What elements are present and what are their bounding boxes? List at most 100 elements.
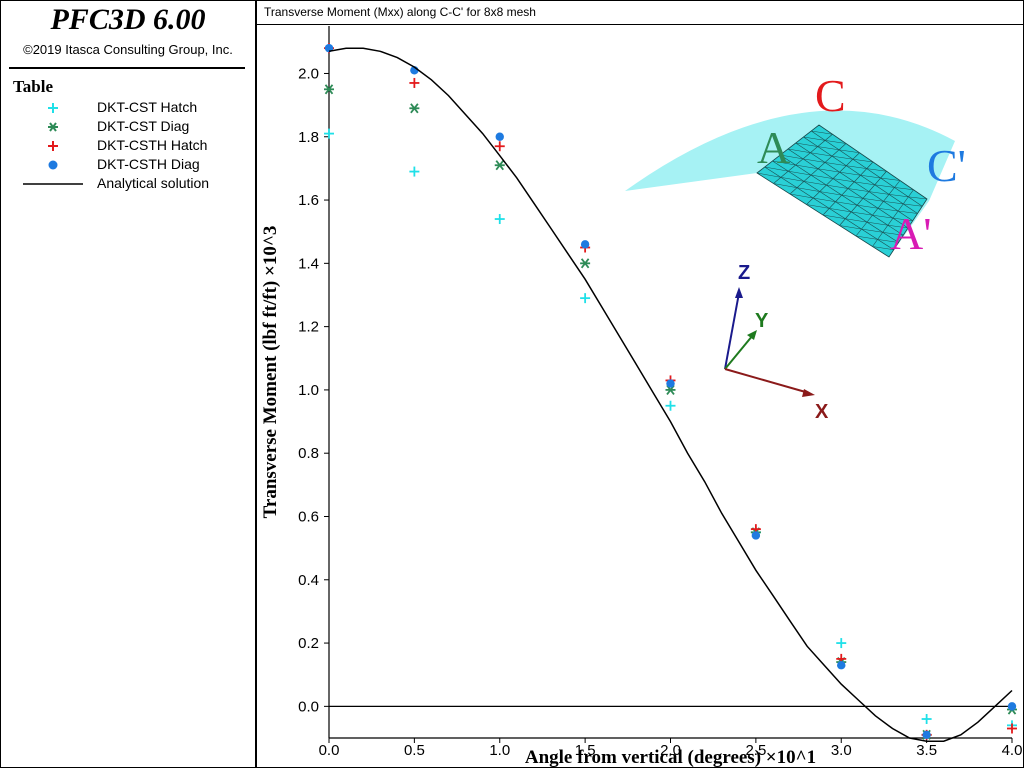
mesh-line	[806, 204, 830, 209]
mesh-line	[811, 130, 833, 135]
asterisk-marker-icon	[48, 122, 58, 132]
mesh-line	[847, 188, 869, 192]
triad-label-y: Y	[755, 310, 769, 332]
mesh-line	[839, 171, 861, 176]
mesh-line	[817, 168, 840, 173]
y-tick-label: 0.6	[298, 508, 319, 525]
y-tick-label: 1.2	[298, 319, 319, 336]
mesh-line	[829, 208, 852, 213]
legend-label: DKT-CSTH Diag	[97, 156, 200, 172]
asterisk-d2	[580, 258, 590, 269]
y-axis-title: Transverse Moment (lbf ft/ft) ×10^3	[260, 226, 281, 519]
mesh-line	[764, 166, 789, 172]
mesh-line	[872, 246, 894, 250]
data-point-plus	[836, 638, 847, 649]
data-point-plus	[494, 214, 505, 225]
inset-label-c: C	[815, 70, 846, 121]
legend-label: Analytical solution	[97, 175, 210, 191]
mesh-line	[855, 235, 878, 240]
line-marker-icon	[23, 183, 83, 185]
legend-label: DKT-CSTH Hatch	[97, 137, 208, 153]
data-point-plus	[494, 141, 505, 152]
data-point-asterisk	[409, 103, 420, 114]
mesh-line	[825, 140, 847, 144]
legend-item-dkt-cst-diag: DKT-CST Diag	[1, 117, 255, 136]
mesh-line	[803, 136, 826, 141]
legend-item-dkt-csth-diag: DKT-CSTH Diag	[1, 155, 255, 174]
mesh-line	[852, 158, 874, 163]
data-point-asterisk	[580, 258, 591, 269]
mesh-line	[845, 218, 868, 223]
mesh-line	[908, 196, 928, 200]
copyright-text: ©2019 Itasca Consulting Group, Inc.	[23, 42, 233, 57]
data-point-plus	[921, 714, 932, 725]
data-point-plus	[665, 400, 676, 411]
data-point-asterisk	[324, 84, 334, 95]
mesh-line	[877, 239, 899, 243]
mesh-line	[826, 184, 849, 189]
mesh-line	[817, 146, 840, 151]
mesh-line	[868, 191, 890, 195]
legend-panel: PFC3D 6.00 ©2019 Itasca Consulting Group…	[0, 0, 256, 768]
mesh-line	[903, 203, 923, 207]
x-tick-label: 0.0	[319, 742, 340, 759]
mesh-line	[835, 201, 858, 206]
plus-marker-icon	[48, 103, 58, 113]
analytical-solution-line	[328, 47, 1013, 742]
chart-axes: 0.0 0.2 0.4 0.6 0.8 1.0 1.2 1.4 1.6 1.8 2.0 0.0 0.5 1…	[260, 26, 1022, 767]
mesh-line	[795, 164, 819, 169]
y-tick-label: 1.0	[298, 382, 319, 399]
data-point-dot	[837, 661, 846, 670]
mesh-line	[894, 187, 914, 190]
legend-item-dkt-cst-hatch: DKT-CST Hatch	[1, 98, 255, 117]
y-tick-label: 0.0	[298, 698, 319, 715]
data-point-dot	[751, 531, 761, 540]
data-point-plus	[409, 166, 420, 177]
x-axis-title: Angle from vertical (degrees) ×10^1	[525, 747, 816, 767]
mesh-line	[887, 224, 909, 229]
mesh-line	[877, 208, 899, 212]
plus-marker-icon	[48, 141, 58, 151]
mesh-line	[838, 149, 860, 153]
legend-item-dkt-csth-hatch: DKT-CSTH Hatch	[1, 136, 255, 155]
data-point-plus	[580, 293, 591, 304]
x-tick-label: 2.0	[660, 742, 681, 759]
mesh-line	[795, 142, 818, 147]
mesh-line	[866, 168, 887, 172]
inset-label-c-prime: C'	[927, 140, 966, 191]
mesh-line	[839, 225, 862, 230]
y-tick-label: 0.8	[298, 445, 319, 462]
mesh-line	[813, 197, 836, 202]
axes-triad: Z Y X	[724, 262, 829, 423]
x-tick-label: 3.5	[916, 742, 937, 759]
mesh-line	[803, 181, 827, 186]
data-point-plus	[409, 77, 420, 88]
chart-plot: C A C' A' Z Y X 0.0 0.2 0.4 0.6 0.8 1.0 1.2 1.4…	[260, 26, 1022, 767]
y-tick-label: 2.0	[298, 65, 319, 82]
mesh-line	[772, 160, 796, 166]
triad-label-z: Z	[738, 262, 750, 284]
legend-heading: Table	[13, 77, 54, 96]
data-point-asterisk	[494, 160, 505, 171]
mesh-line	[773, 183, 798, 188]
mesh-line	[888, 194, 909, 198]
y-tick-label: 1.4	[298, 255, 319, 272]
data-point-dot	[1007, 702, 1017, 711]
x-arrow-icon	[802, 389, 815, 397]
x-tick-label: 1.5	[575, 742, 596, 759]
y-tick-label: 0.4	[298, 572, 319, 589]
x-tick-label: 1.0	[489, 742, 510, 759]
x-tick-label: 4.0	[1002, 742, 1023, 759]
mesh-line	[892, 217, 913, 221]
mesh-line	[789, 193, 814, 199]
data-point-dot	[666, 379, 675, 388]
mesh-line	[860, 175, 881, 179]
x-tick-label: 0.5	[404, 742, 425, 759]
mesh-line	[851, 211, 873, 216]
mesh-line	[819, 191, 842, 196]
mesh-line	[756, 172, 781, 178]
mesh-line	[898, 210, 918, 214]
mesh-line	[780, 154, 804, 160]
asterisk-d2	[410, 103, 419, 114]
mesh-line	[883, 201, 904, 205]
